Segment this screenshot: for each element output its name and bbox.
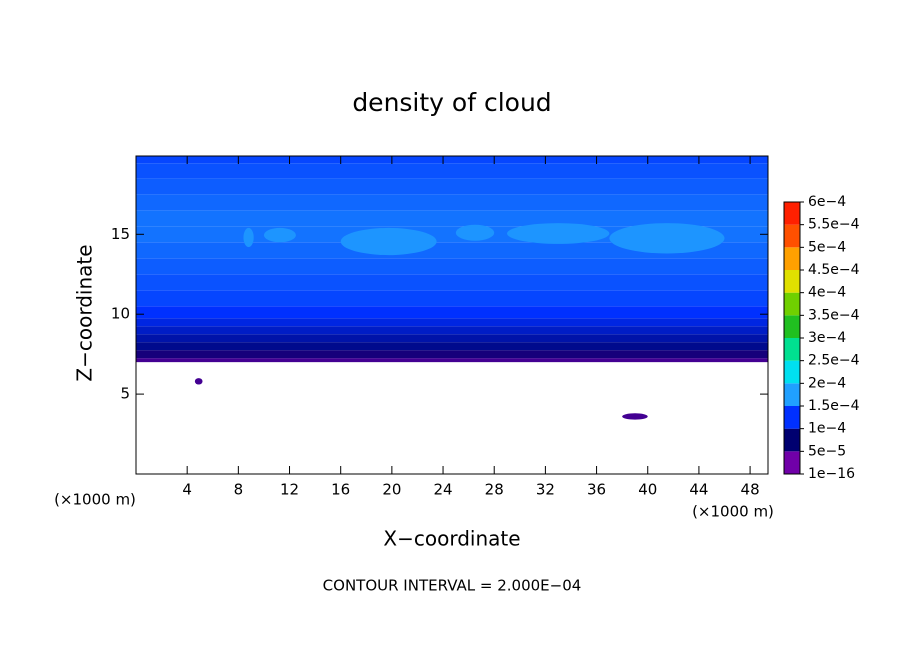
contour-band: [136, 194, 768, 211]
x-tick-label: 4: [182, 481, 192, 499]
contour-band: [136, 210, 768, 227]
contour-patch: [609, 223, 725, 254]
contour-band: [136, 334, 768, 343]
contour-band: [136, 274, 768, 291]
x-axis-label: X−coordinate: [383, 527, 520, 551]
contour-patch: [622, 413, 648, 420]
contour-band: [136, 350, 768, 359]
colorbar-label: 3e−4: [808, 330, 846, 346]
contour-band: [136, 342, 768, 351]
contour-patch: [243, 227, 254, 248]
x-tick-label: 20: [382, 481, 401, 499]
x-tick-label: 48: [741, 481, 760, 499]
contour-band: [136, 358, 768, 363]
x-tick-label: 44: [689, 481, 708, 499]
chart-title: density of cloud: [352, 88, 551, 117]
contour-patch: [194, 378, 203, 385]
contour-band: [136, 156, 768, 164]
x-tick-label: 36: [587, 481, 606, 499]
contour-band: [136, 290, 768, 307]
colorbar-label: 3.5e−4: [808, 307, 860, 323]
x-tick-label: 40: [638, 481, 657, 499]
x-tick-label: 32: [536, 481, 555, 499]
colorbar-label: 6e−4: [808, 194, 846, 210]
contour-band: [136, 306, 768, 319]
x-tick-label: 12: [280, 481, 299, 499]
colorbar-segment: [784, 292, 800, 316]
colorbar-segment: [784, 360, 800, 384]
colorbar-label: 2e−4: [808, 375, 846, 391]
footer-note: CONTOUR INTERVAL = 2.000E−04: [323, 577, 582, 595]
colorbar-label: 4.5e−4: [808, 262, 860, 278]
contour-patch: [455, 224, 495, 241]
x-tick-label: 24: [433, 481, 452, 499]
colorbar-label: 1e−4: [808, 421, 846, 437]
contour-band: [136, 242, 768, 259]
y-tick-label: 10: [111, 305, 130, 323]
colorbar-label: 5e−5: [808, 443, 846, 459]
plot-frame: [135, 155, 769, 475]
colorbar-label: 1.5e−4: [808, 398, 860, 414]
colorbar-label: 2.5e−4: [808, 353, 860, 369]
contour-band: [136, 178, 768, 195]
colorbar-segment: [784, 338, 800, 361]
contour-band: [136, 318, 768, 327]
colorbar-label: 1e−16: [808, 466, 855, 482]
colorbar-segment: [784, 224, 800, 248]
colorbar-segment: [784, 202, 800, 225]
colorbar-segment: [784, 428, 800, 452]
colorbar-segment: [784, 383, 800, 406]
x-unit-label: (×1000 m): [692, 503, 774, 521]
colorbar-segment: [784, 315, 800, 338]
colorbar-label: 4e−4: [808, 285, 846, 301]
colorbar-segment: [784, 247, 800, 270]
y-tick-label: 5: [120, 385, 130, 403]
x-tick-label: 8: [234, 481, 244, 499]
y-tick-label: 15: [111, 225, 130, 243]
x-tick-label: 28: [485, 481, 504, 499]
contour-band: [136, 163, 768, 179]
x-unit-label: (×1000 m): [54, 491, 136, 509]
contour-patch: [507, 223, 610, 244]
contour-patch: [340, 227, 437, 256]
contour-patch: [263, 227, 296, 243]
colorbar-segment: [784, 451, 800, 474]
contour-band: [136, 258, 768, 275]
colorbar-segment: [784, 270, 800, 293]
x-tick-label: 16: [331, 481, 350, 499]
y-axis-label: Z−coordinate: [73, 244, 97, 381]
colorbar-segment: [784, 406, 800, 429]
contour-band: [136, 326, 768, 335]
colorbar-label: 5e−4: [808, 239, 846, 255]
colorbar-label: 5.5e−4: [808, 217, 860, 233]
colorbar-frame: [783, 201, 801, 475]
